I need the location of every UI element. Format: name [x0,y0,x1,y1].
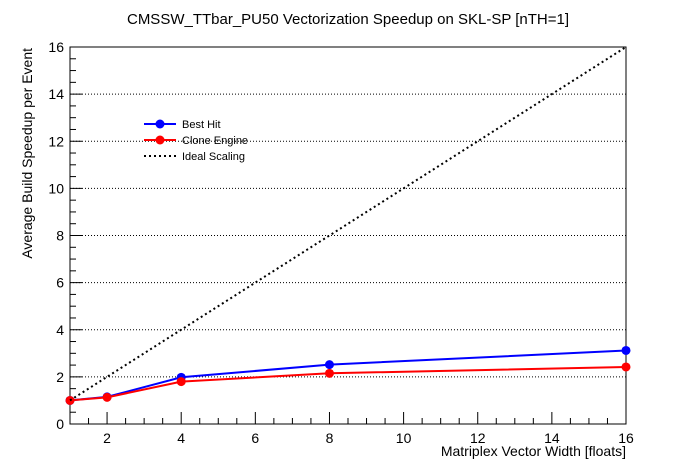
legend: Best Hit Clone Engine Ideal Scaling [144,119,248,163]
legend-entry-1: Clone Engine [182,135,248,147]
legend-entry-2: Ideal Scaling [182,151,245,163]
x-axis-label: Matriplex Vector Width [floats] [441,443,626,459]
x-tick-label: 10 [396,430,412,446]
x-tick-label: 4 [177,430,185,446]
x-tick-label: 16 [618,430,634,446]
y-tick-label: 2 [56,369,64,385]
y-tick-label: 10 [48,180,64,196]
series-layer [65,46,631,405]
legend-marker-1 [155,135,165,145]
axis-ticks: 0 2 4 6 8 10 12 14 16 2 4 6 8 10 12 14 16 [48,39,634,446]
x-tick-label: 8 [326,430,334,446]
y-tick-label: 6 [56,275,64,291]
y-axis-label: Average Build Speedup per Event [19,48,35,259]
x-tick-label: 2 [103,430,111,446]
legend-entry-0: Best Hit [182,119,221,131]
series-0-point [324,360,334,370]
y-tick-label: 4 [56,322,64,338]
series-line-0 [69,349,627,402]
series-1-point [65,395,75,405]
chart-title: CMSSW_TTbar_PU50 Vectorization Speedup o… [127,11,569,28]
y-tick-label: 16 [48,39,64,55]
y-tick-label: 12 [48,133,64,149]
gridlines [70,93,626,378]
series-0-point [621,345,631,355]
x-tick-label: 14 [544,430,560,446]
y-tick-label: 8 [56,228,64,244]
y-tick-label: 14 [48,86,64,102]
series-1-point [324,368,334,378]
series-1-point [621,362,631,372]
legend-marker-0 [155,119,165,129]
series-1-point [102,392,112,402]
x-tick-label: 12 [470,430,486,446]
series-1-point [176,377,186,387]
y-tick-label: 0 [56,416,64,432]
x-tick-label: 6 [251,430,259,446]
plot-frame [69,46,627,425]
series-line-2 [69,46,627,402]
